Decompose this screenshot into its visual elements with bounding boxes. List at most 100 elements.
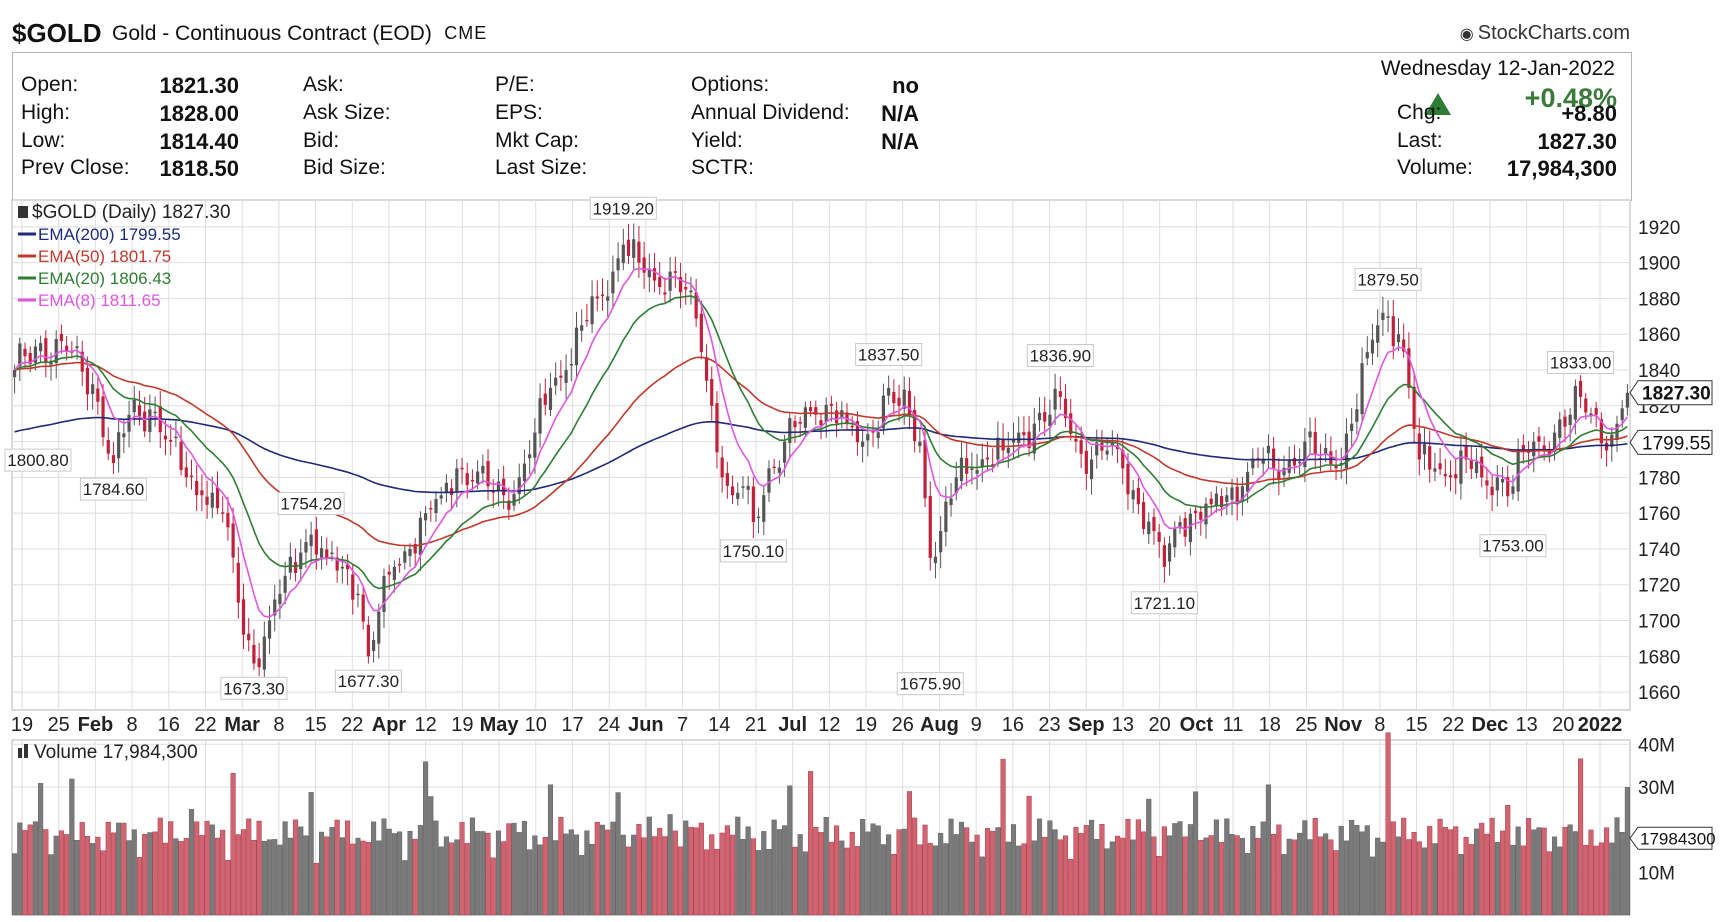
volume-bar (100, 850, 106, 916)
brand-logo[interactable]: ◉ StockCharts.com (1459, 22, 1630, 44)
yield-value: N/A (881, 129, 919, 154)
volume-bar (1411, 832, 1417, 916)
candle-body (954, 477, 958, 494)
volume-bar (1583, 844, 1589, 916)
price-annotation: 1833.00 (1550, 354, 1611, 373)
candle-body (1048, 414, 1052, 427)
volume-bar (1291, 839, 1297, 916)
volume-bar (449, 842, 455, 916)
volume-bar (527, 849, 533, 916)
candle-body (1469, 459, 1473, 470)
candle-body (122, 433, 126, 438)
volume-bar (1255, 838, 1261, 916)
candle-body (756, 516, 761, 519)
annotation-box (220, 676, 288, 700)
volume-bar (1541, 827, 1547, 916)
volume-bar (646, 816, 652, 916)
annotation-box (79, 477, 147, 501)
candle-body (293, 562, 298, 574)
volume-bar (1578, 758, 1584, 916)
candle-body (652, 268, 657, 281)
candle-body (907, 391, 912, 415)
volume-bar (599, 824, 606, 916)
x-tick-label: 14 (708, 714, 730, 736)
candle-body (881, 395, 886, 429)
x-tick-label: 22 (1442, 714, 1464, 736)
candle-body (476, 471, 480, 484)
candle-body (1402, 339, 1406, 352)
annotation-box (719, 539, 787, 563)
price-annotation: 1750.10 (723, 542, 784, 561)
candle-body (309, 534, 313, 547)
x-tick-label: 22 (194, 714, 216, 736)
candle-body (1162, 545, 1166, 567)
candle-body (1511, 486, 1515, 494)
volume-bar (943, 843, 949, 916)
ema-200-line (14, 416, 1628, 494)
candle-body (1193, 510, 1198, 514)
candle-body (397, 564, 402, 566)
x-tick-label: 8 (127, 714, 138, 736)
candle-body (673, 271, 677, 273)
brand-icon: ◉ (1459, 26, 1474, 43)
candle-body (1230, 487, 1234, 500)
volume-bar (324, 836, 330, 916)
volume-bar (1380, 841, 1386, 916)
volume-bar (938, 832, 944, 916)
candle-body (1126, 463, 1130, 495)
x-tick-label: 17 (561, 714, 583, 736)
candle-body (200, 490, 204, 496)
candle-body (1594, 408, 1598, 415)
candle-body (533, 432, 537, 458)
volume-bar (1343, 840, 1350, 916)
candle-body (1589, 413, 1593, 416)
candle-body (574, 327, 579, 366)
volume-bar (584, 830, 590, 916)
candle-body (1084, 450, 1088, 474)
volume-bar (787, 785, 793, 916)
volume-bar (979, 856, 985, 916)
volume-bar (958, 821, 965, 916)
volume-bar (532, 835, 538, 916)
volume-bar (870, 823, 876, 916)
candle-body (741, 486, 745, 488)
volume-bar (990, 830, 996, 916)
eps-label: EPS: (495, 101, 543, 124)
candle-body (491, 491, 495, 493)
volume-bar (995, 827, 1001, 916)
volume-bar (891, 854, 897, 916)
volume-bar (724, 825, 730, 916)
last-price-tag: 1827.30 (1629, 380, 1713, 406)
candle-body (314, 529, 318, 555)
candle-body (18, 343, 22, 366)
volume-bar (1088, 819, 1095, 916)
candle-body (1167, 543, 1172, 562)
x-tick-label: Jun (628, 714, 664, 736)
volume-bar (1453, 826, 1459, 916)
volume-bar (782, 825, 788, 916)
candle-body (1053, 388, 1057, 410)
volume-bar (984, 828, 991, 916)
volume-bar (1047, 820, 1053, 916)
candle-body (163, 435, 168, 440)
candle-body (1074, 438, 1078, 442)
volume-bar (880, 844, 886, 916)
candle-body (1141, 502, 1146, 529)
volume-bar (69, 778, 75, 916)
volume-bar (1057, 839, 1063, 916)
candle-body (1521, 444, 1525, 451)
chg-value: +8.80 (1561, 101, 1617, 126)
candle-body (606, 296, 610, 301)
volume-bar (1156, 856, 1162, 916)
candle-body (949, 498, 953, 506)
candle-body (325, 549, 329, 558)
candle-body (189, 475, 194, 478)
volume-tick-label: 40M (1638, 735, 1675, 756)
volume-bar (1395, 836, 1402, 916)
volume-bar (204, 821, 210, 916)
volume-bar (1432, 843, 1438, 916)
candle-body (959, 457, 964, 482)
volume-bar (1416, 841, 1422, 916)
y-tick-label: 1740 (1638, 540, 1680, 561)
